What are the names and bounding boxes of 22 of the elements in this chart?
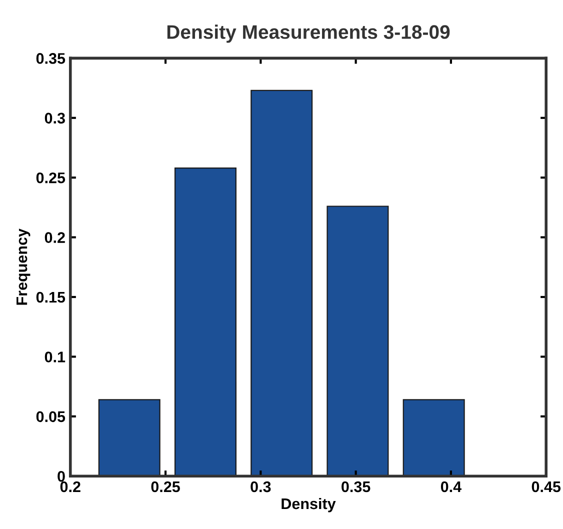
y-tick-label: 0.15 [36,292,66,303]
x-tick-label: 0.25 [151,481,180,492]
x-tick-label: 0.35 [342,481,370,492]
bar [326,206,389,476]
y-tick-label: 0.1 [44,352,66,362]
bar [98,399,160,476]
y-axis-title: Frequency [16,228,30,305]
x-tick-label: 0.3 [250,481,271,492]
y-tick-label: 0.3 [44,112,65,124]
bar [250,90,313,476]
y-tick-label: 0.2 [44,232,65,243]
chart-title: Density Measurements 3-18-09 [167,24,450,43]
bar [174,167,236,476]
bar [402,399,465,476]
x-tick-label: 0.4 [440,481,462,492]
x-tick-label: 0.2 [60,481,80,492]
y-tick-label: 0.05 [36,411,66,422]
y-tick-label: 0 [58,470,65,482]
x-tick-label: 0.45 [532,481,561,492]
x-axis-title: Density [282,498,336,512]
y-tick-label: 0.35 [36,53,66,64]
y-tick-label: 0.25 [36,172,66,184]
